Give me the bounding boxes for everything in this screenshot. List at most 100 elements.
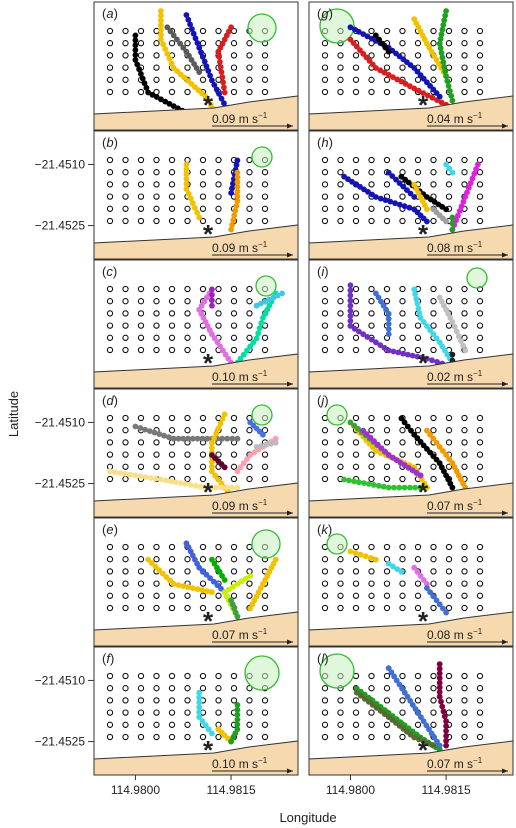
track-point (420, 90, 427, 96)
track-point (443, 742, 449, 749)
grid-node (137, 27, 145, 35)
panel-g: * (g) 0.04 m s−1 (308, 1, 514, 131)
grid-node (246, 40, 253, 47)
grid-node (168, 334, 176, 341)
grid-node (368, 721, 375, 728)
track-point (209, 331, 215, 338)
grid-node (414, 346, 422, 354)
track-point (231, 212, 238, 219)
track-point (376, 36, 382, 43)
grid-node (153, 685, 160, 692)
grid-node (368, 568, 375, 575)
grid-node (414, 76, 422, 83)
panel-j: * (j) 0.07 m s−1 (308, 388, 514, 518)
grid-node (445, 285, 453, 293)
grid-node (321, 568, 329, 575)
track-point (400, 183, 407, 190)
track-point (194, 40, 201, 46)
grid-node (122, 346, 129, 354)
track-point (415, 710, 422, 716)
track (424, 585, 449, 616)
origin-marker: * (418, 606, 429, 636)
track-point (475, 161, 481, 168)
grid-node (106, 439, 114, 446)
grid-node (168, 285, 176, 293)
grid-node (246, 181, 253, 188)
grid-node (399, 733, 406, 741)
grid-node (430, 217, 437, 225)
track-point (234, 157, 241, 164)
grid-node (168, 543, 176, 551)
speed-arrow-head (502, 768, 508, 774)
track-point (390, 348, 397, 355)
track-point (146, 428, 153, 434)
grid-node (321, 76, 329, 83)
track (209, 452, 228, 471)
track-point (443, 218, 449, 225)
grid-node (352, 52, 360, 59)
track-point (407, 83, 413, 90)
track-point (465, 184, 472, 191)
grid-node (368, 285, 375, 293)
zone-circle (466, 267, 488, 289)
grid-node (476, 40, 484, 47)
grid-node (445, 27, 453, 35)
track-point (424, 581, 430, 587)
grid-node (368, 463, 375, 470)
grid-node (430, 427, 437, 434)
grid-node (430, 568, 437, 575)
track-point (443, 728, 449, 734)
panel-label: (i) (317, 264, 329, 279)
track-point (217, 64, 224, 70)
origin-marker: * (203, 477, 214, 507)
track-point (201, 58, 208, 65)
grid-node (199, 414, 207, 422)
track-point (220, 347, 226, 354)
grid-node (199, 592, 207, 599)
grid-node (122, 322, 129, 329)
track-point (145, 556, 152, 563)
grid-node (106, 334, 114, 341)
track-point (351, 422, 358, 429)
grid-node (106, 346, 114, 354)
grid-node (215, 733, 222, 741)
track-point (240, 460, 247, 467)
grid-node (215, 322, 222, 329)
track-point (357, 551, 364, 558)
grid-node (168, 298, 176, 305)
track-point (377, 342, 384, 348)
track (234, 290, 279, 366)
grid-node (153, 322, 160, 329)
speed-arrow-head (287, 639, 293, 645)
grid-node (383, 76, 391, 83)
zone-circle (244, 655, 280, 691)
track-point (373, 339, 379, 346)
grid-node (106, 285, 114, 293)
grid-node (414, 169, 422, 176)
grid-node (122, 310, 129, 317)
track-point (215, 476, 222, 483)
grid-node (230, 556, 238, 563)
grid-node (321, 697, 329, 704)
track-point (414, 568, 421, 575)
grid-node (199, 580, 207, 587)
grid-node (168, 451, 176, 458)
grid-node (321, 580, 329, 587)
grid-node (430, 475, 437, 483)
grid-node (368, 27, 375, 35)
grid-node (430, 685, 437, 692)
track-point (214, 339, 221, 346)
y-tick-label: −21.4525 (35, 477, 86, 491)
track-point (213, 484, 220, 491)
track-point (183, 176, 190, 183)
grid-node (430, 169, 437, 176)
grid-node (184, 592, 191, 599)
grid-node (230, 88, 238, 96)
grid-node (137, 685, 145, 692)
grid-node (153, 451, 160, 458)
grid-node (168, 181, 176, 188)
grid-node (137, 451, 145, 458)
grid-node (106, 88, 114, 96)
grid-node (383, 592, 391, 599)
grid-node (430, 76, 437, 83)
